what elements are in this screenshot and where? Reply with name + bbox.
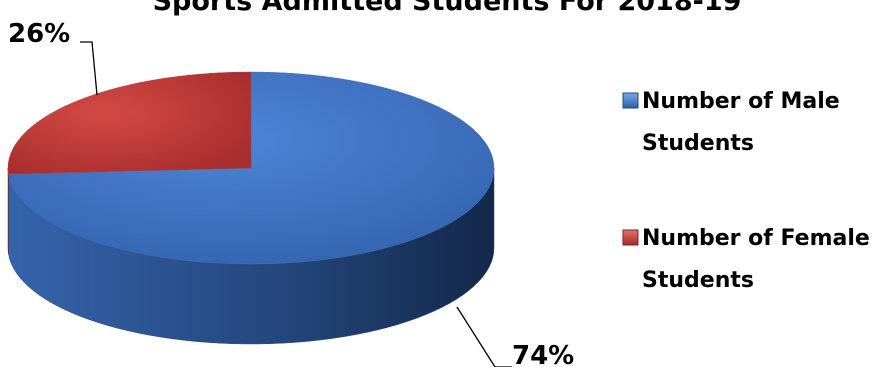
legend-label-female-line1: Number of Female — [642, 226, 870, 251]
legend: Number of Male Students Number of Female… — [622, 89, 870, 293]
legend-label-male-line1: Number of Male — [642, 89, 840, 114]
legend-item-male: Number of Male Students — [622, 89, 840, 156]
leader-line-female — [80, 41, 98, 96]
chart-title: Sports Admitted Students For 2018-19 — [153, 0, 742, 17]
leader-line-male — [456, 306, 512, 367]
data-label-male: 74% — [512, 341, 574, 367]
legend-swatch-male — [622, 92, 639, 109]
legend-swatch-female — [622, 229, 639, 246]
data-label-female: 26% — [8, 19, 70, 49]
legend-label-male-line2: Students — [642, 131, 754, 156]
pie-tops — [7, 71, 495, 265]
legend-label-female-line2: Students — [642, 268, 754, 293]
leader-lines — [80, 41, 512, 367]
pie-slice-female — [7, 71, 252, 175]
legend-item-female: Number of Female Students — [622, 226, 870, 293]
